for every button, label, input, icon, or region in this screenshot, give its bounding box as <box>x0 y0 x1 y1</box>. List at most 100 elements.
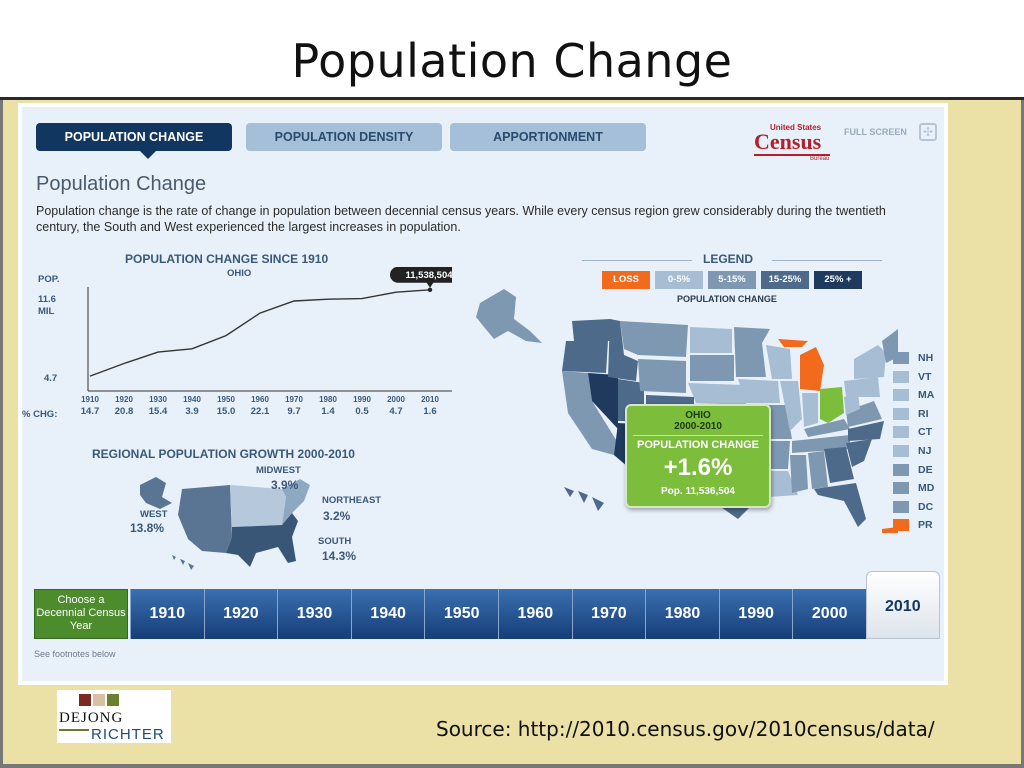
legend-loss: LOSS <box>602 271 650 289</box>
legend-0-5: 0-5% <box>655 271 703 289</box>
state-michigan-up <box>778 339 808 347</box>
callout-text: 11,538,504 <box>405 270 452 281</box>
state-michigan <box>800 347 824 391</box>
popup-value: +1.6% <box>663 454 733 481</box>
pct-change-2010: 1.6 <box>423 406 436 417</box>
y-axis-label: POP. <box>38 274 60 285</box>
legend-title: LEGEND <box>703 252 754 266</box>
state-louisiana <box>764 471 798 497</box>
popup-period: 2000-2010 <box>674 421 722 432</box>
state-wyoming <box>638 359 686 393</box>
chart-subtitle: OHIO <box>227 268 252 279</box>
state-label: CT <box>918 426 932 439</box>
pct-change-1920: 20.8 <box>115 406 134 417</box>
state-mississippi <box>790 455 808 493</box>
timeline-year-1950[interactable]: 1950 <box>424 589 498 639</box>
state-swatch <box>893 519 909 532</box>
state-label: NH <box>918 352 934 364</box>
timeline-year-1920[interactable]: 1920 <box>203 589 278 639</box>
tab-apportionment[interactable]: APPORTIONMENT <box>450 123 646 151</box>
pct-change-1940: 3.9 <box>185 406 198 417</box>
region-midwest <box>230 485 286 527</box>
timeline-year-1960[interactable]: 1960 <box>498 589 572 639</box>
region-west-name: WEST <box>140 509 168 520</box>
census-widget-screenshot: POPULATION CHANGE POPULATION DENSITY APP… <box>18 103 948 685</box>
timeline-year-1940[interactable]: 1940 <box>350 589 425 639</box>
regional-title: REGIONAL POPULATION GROWTH 2000-2010 <box>92 447 355 461</box>
legend-5-15: 5-15% <box>708 271 756 289</box>
pct-change-1970: 9.7 <box>287 406 300 417</box>
state-alabama <box>808 451 828 489</box>
timeline-year-2010[interactable]: 2010 <box>866 571 940 639</box>
footnote[interactable]: See footnotes below <box>34 649 116 659</box>
state-label: RI <box>918 407 929 420</box>
state-alaska <box>476 289 542 343</box>
source-citation: Source: http://2010.census.gov/2010censu… <box>436 717 935 741</box>
state-swatch <box>893 463 909 476</box>
active-tab-pointer <box>140 151 156 159</box>
x-tick-label-1960: 1960 <box>251 395 269 404</box>
state-swatch <box>893 407 909 420</box>
pct-change-row-label: % CHG: <box>22 409 58 420</box>
legend-subtitle: POPULATION CHANGE <box>677 294 777 304</box>
state-west-virginia <box>844 393 860 415</box>
state-label: VT <box>918 370 932 383</box>
x-tick-label-1990: 1990 <box>353 395 371 404</box>
x-tick-label-2010: 2010 <box>421 395 439 404</box>
callout-bubble <box>390 267 452 283</box>
timeline-year-1970[interactable]: 1970 <box>571 589 646 639</box>
state-nebraska <box>688 383 746 405</box>
state-label: PR <box>918 519 933 532</box>
census-bureau-logo: United States Census Bureau <box>754 123 830 162</box>
state-iowa <box>738 379 780 403</box>
timeline-year-1930[interactable]: 1930 <box>277 589 351 639</box>
state-pennsylvania <box>844 377 880 397</box>
popup-state: OHIO <box>685 410 711 421</box>
timeline-year-1990[interactable]: 1990 <box>718 589 793 639</box>
timeline-year-2000[interactable]: 2000 <box>792 589 866 639</box>
region-south <box>226 513 298 567</box>
state-north-dakota <box>690 327 732 353</box>
last-point-marker <box>427 287 433 292</box>
timeline-year-1980[interactable]: 1980 <box>645 589 719 639</box>
x-tick-label-1980: 1980 <box>319 395 337 404</box>
pct-change-1960: 22.1 <box>251 406 270 417</box>
state-wisconsin <box>766 345 792 379</box>
state-new-york <box>854 345 886 379</box>
census-widget: POPULATION CHANGE POPULATION DENSITY APP… <box>22 107 944 681</box>
y-max-label: 11.6 MIL <box>38 294 56 317</box>
state-indiana <box>802 393 818 427</box>
state-label: DC <box>918 500 934 513</box>
popup-heading: POPULATION CHANGE <box>636 439 760 451</box>
series-line-ohio <box>89 289 431 377</box>
state-kentucky <box>804 419 850 437</box>
region-south-value: 14.3% <box>322 549 357 563</box>
slide-border-left <box>0 100 3 768</box>
pct-change-1990: 0.5 <box>355 406 369 417</box>
logo-line-1: DEJONG <box>59 710 124 726</box>
tab-population-change[interactable]: POPULATION CHANGE <box>36 123 232 151</box>
full-screen-label[interactable]: FULL SCREEN <box>844 127 907 137</box>
full-screen-icon[interactable]: ✣ <box>919 123 937 141</box>
state-label: NJ <box>918 445 932 457</box>
regional-map <box>140 477 310 570</box>
state-south-dakota <box>690 355 734 381</box>
state-georgia <box>824 447 854 483</box>
dejong-richter-logo: DEJONG RICHTER <box>57 690 171 743</box>
tab-population-density[interactable]: POPULATION DENSITY <box>246 123 442 151</box>
population-line-chart: 1910 14.7 1920 20.8 1930 15.4 1940 3.9 1950 15.0 1… <box>81 267 452 417</box>
logo-line-2: RICHTER <box>91 726 165 743</box>
state-swatch <box>893 389 909 402</box>
slide-title: Population Change <box>291 34 733 88</box>
timeline-year-1910[interactable]: 1910 <box>130 589 204 639</box>
pct-change-1910: 14.7 <box>81 406 100 417</box>
legend-15-25: 15-25% <box>761 271 809 289</box>
state-south-carolina <box>846 439 872 467</box>
chart-title: POPULATION CHANGE SINCE 1910 <box>125 252 329 266</box>
region-west <box>178 485 232 553</box>
region-midwest-name: MIDWEST <box>256 465 301 476</box>
state-nevada <box>588 373 618 429</box>
x-tick-label-1950: 1950 <box>217 395 235 404</box>
slide-border-bottom <box>0 764 1024 768</box>
legend-25-plus: 25% + <box>814 271 862 289</box>
